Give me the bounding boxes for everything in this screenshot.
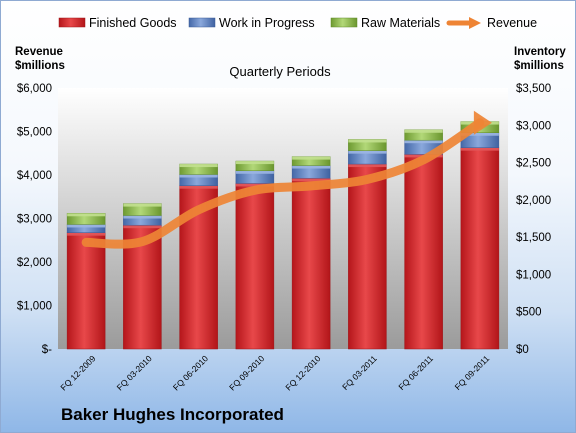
left-tick-label: $6,000 [17, 83, 52, 95]
bar-raw-materials-cap [348, 139, 387, 143]
right-tick-label: $0 [516, 344, 529, 356]
bar-finished-goods [404, 154, 443, 350]
category-label: FQ 09-2010 [227, 353, 266, 392]
bar-work-in-progress-cap [67, 224, 106, 228]
bar-finished-goods-cap [179, 185, 218, 189]
left-axis-title-line1: Revenue [15, 46, 63, 58]
category-label: FQ 03-2010 [115, 353, 154, 392]
right-tick-label: $500 [516, 307, 542, 319]
legend-item-work-in-progress: Work in Progress [188, 16, 315, 30]
revenue-line [81, 118, 485, 249]
bar-work-in-progress-cap [292, 165, 331, 169]
bar-finished-goods [348, 163, 387, 350]
revenue-arrowhead [473, 110, 492, 135]
bar-finished-goods [235, 183, 275, 350]
right-tick-label: $1,500 [516, 232, 551, 244]
bar-raw-materials-cap [404, 129, 443, 133]
right-axis-title-line1: Inventory [514, 46, 566, 58]
bar-work-in-progress-cap [235, 170, 274, 174]
left-tick-label: $- [42, 344, 52, 356]
left-tick-label: $5,000 [17, 127, 52, 139]
left-axis-title-line2: $millions [15, 60, 65, 72]
bar-work-in-progress-cap [404, 140, 443, 144]
right-tick-label: $2,500 [516, 158, 551, 170]
legend-item-raw-materials: Raw Materials [330, 16, 440, 30]
bar-work-in-progress-cap [123, 215, 162, 219]
bar-work-in-progress-cap [348, 150, 387, 154]
legend-label-finished-goods: Finished Goods [89, 16, 177, 30]
company-name: Baker Hughes Incorporated [61, 405, 284, 424]
bar-finished-goods-cap [67, 232, 106, 236]
left-tick-label: $4,000 [17, 170, 52, 182]
right-tick-label: $2,000 [516, 195, 551, 207]
bar-raw-materials-cap [235, 161, 274, 165]
bar-raw-materials-cap [67, 213, 106, 217]
bar-raw-materials-cap [292, 156, 331, 160]
bar-finished-goods-cap [292, 178, 331, 182]
category-label: FQ 06-2011 [396, 353, 435, 392]
legend-label-work-in-progress: Work in Progress [219, 16, 315, 30]
bar-finished-goods-cap [235, 183, 274, 187]
bar-work-in-progress-cap [460, 132, 499, 136]
bar-finished-goods-cap [460, 147, 499, 151]
revenue-line-layer [81, 110, 492, 249]
bar-work-in-progress-cap [179, 174, 218, 178]
right-tick-label: $1,000 [516, 269, 551, 281]
x-axis: FQ 12-2009 FQ 03-2010 FQ 06-2010 FQ 09-2010… [58, 353, 491, 392]
legend-label-raw-materials: Raw Materials [361, 16, 440, 30]
bar-finished-goods [66, 232, 106, 350]
left-tick-label: $3,000 [17, 214, 52, 226]
left-axis: $- $1,000 $2,000 $3,000 $4,000 $5,000 $6,000 [17, 83, 52, 356]
left-tick-label: $1,000 [17, 301, 52, 313]
chart-title: Quarterly Periods [229, 64, 331, 79]
bar-finished-goods-cap [123, 225, 162, 229]
category-label: FQ 12-2009 [58, 353, 97, 392]
legend-item-revenue: Revenue [446, 16, 537, 30]
category-label: FQ 12-2010 [283, 353, 322, 392]
bar-raw-materials-cap [123, 203, 162, 207]
category-label: FQ 09-2011 [453, 353, 492, 392]
left-tick-label: $2,000 [17, 257, 52, 269]
bar-finished-goods [460, 147, 500, 350]
right-axis: $0 $500 $1,000 $1,500 $2,000 $2,500 $3,000 $3,5… [516, 83, 551, 356]
bar-finished-goods [291, 177, 331, 350]
category-label: FQ 03-2011 [340, 353, 379, 392]
legend: Finished Goods Work in Progress Raw Mate… [58, 16, 537, 30]
bar-raw-materials-cap [179, 164, 218, 168]
category-label: FQ 06-2010 [171, 353, 210, 392]
right-tick-label: $3,500 [516, 83, 551, 95]
legend-label-revenue: Revenue [487, 16, 537, 30]
bar-finished-goods-cap [348, 164, 387, 168]
legend-item-finished-goods: Finished Goods [58, 16, 177, 30]
right-axis-title-line2: $millions [514, 60, 564, 72]
right-tick-label: $3,000 [516, 120, 551, 132]
